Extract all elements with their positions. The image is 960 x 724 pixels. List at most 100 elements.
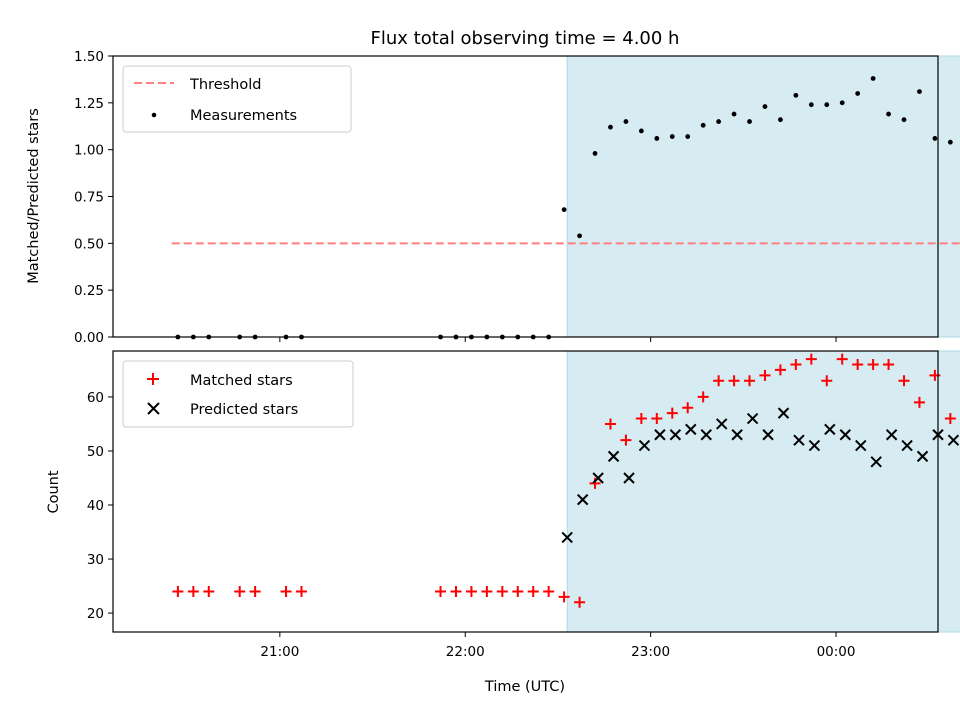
matched-star-point <box>805 353 817 365</box>
top-y-ticks: 0.00 0.25 0.50 0.75 1.00 1.25 1.50 <box>74 49 113 346</box>
predicted-star-point <box>700 429 712 441</box>
matched-star-point <box>898 375 910 387</box>
legend-predicted-stars: Predicted stars <box>190 402 298 418</box>
matched-star-point <box>821 375 833 387</box>
matched-star-point <box>450 585 462 597</box>
measurement-point <box>592 151 598 156</box>
top-x-ticks <box>279 337 837 342</box>
measurement-point <box>839 100 845 106</box>
matched-star-point <box>944 413 956 425</box>
matched-star-point <box>172 585 184 597</box>
top-legend: Threshold Measurements <box>122 65 352 133</box>
matched-star-point <box>852 359 864 371</box>
matched-star-point <box>635 413 647 425</box>
measurement-point <box>793 92 799 98</box>
measurement-point <box>638 128 644 134</box>
matched-star-point <box>682 402 694 414</box>
measurement-point <box>932 136 938 141</box>
top-legend-frame <box>122 65 352 133</box>
matched-star-point <box>187 585 199 597</box>
predicted-star-point <box>638 439 651 452</box>
measurement-point <box>561 207 567 213</box>
top-y-tick-label: 0.25 <box>74 283 104 299</box>
matched-star-point <box>883 359 895 371</box>
bottom-plot-frame <box>112 350 939 633</box>
top-y-tick-label: 1.00 <box>74 143 104 159</box>
top-y-tick-label: 0.75 <box>74 190 104 206</box>
predicted-star-point <box>731 429 743 441</box>
bottom-y-tick-label: 50 <box>87 444 104 460</box>
matched-star-point <box>666 407 678 419</box>
predicted-star-point <box>623 472 635 484</box>
matched-star-point <box>836 353 848 365</box>
matched-star-point <box>728 375 740 387</box>
legend-matched-stars: Matched stars <box>190 373 293 389</box>
predicted-star-point <box>885 429 898 441</box>
measurement-point <box>623 119 629 124</box>
predicted-star-point <box>777 407 790 419</box>
matched-star-point <box>481 585 493 597</box>
measurement-point <box>685 134 691 139</box>
chart-title: Flux total observing time = 4.00 h <box>371 28 680 49</box>
bottom-y-tick-label: 20 <box>87 606 104 622</box>
matched-star-point <box>697 391 709 403</box>
top-panel: 0.00 0.25 0.50 0.75 1.00 1.25 1.50 Matched/Pre… <box>26 49 960 346</box>
measurement-point <box>669 134 675 139</box>
x-tick-label: 22:00 <box>446 644 485 660</box>
top-observing-window <box>566 55 960 338</box>
matched-star-point <box>651 413 663 425</box>
measurement-point <box>824 102 830 108</box>
bottom-y-tick-label: 40 <box>87 498 104 514</box>
x-tick-label: 00:00 <box>817 644 856 660</box>
x-tick-label: 23:00 <box>631 644 670 660</box>
predicted-star-point <box>716 418 728 430</box>
bottom-y-tick-label: 60 <box>87 390 104 406</box>
matched-star-point <box>295 585 307 597</box>
matched-star-point <box>790 359 802 371</box>
top-y-tick-label: 1.25 <box>74 96 104 112</box>
measurement-point <box>762 104 768 109</box>
matched-star-point <box>543 585 555 597</box>
measurement-point <box>947 139 953 145</box>
measurements-legend-swatch <box>151 112 157 118</box>
matched-star-point <box>713 375 725 387</box>
x-tick-label: 21:00 <box>260 644 299 660</box>
bottom-y-axis-label: Count <box>46 470 62 513</box>
matched-star-point <box>604 418 616 430</box>
matched-star-point <box>527 585 539 597</box>
measurement-point <box>870 76 876 81</box>
matched-star-point <box>465 585 477 597</box>
predicted-star-point <box>808 439 821 452</box>
bottom-observing-window <box>566 350 960 633</box>
matched-star-point <box>744 375 756 387</box>
top-plot-frame <box>112 55 939 338</box>
predicted-star-point <box>669 429 682 441</box>
top-y-tick-label: 0.50 <box>74 236 104 252</box>
measurement-point <box>901 117 907 123</box>
matched-star-point <box>496 585 508 597</box>
measurement-point <box>808 102 814 108</box>
top-y-tick-label: 1.50 <box>74 49 104 65</box>
matched-star-point <box>512 585 524 597</box>
matched-star-point <box>203 585 215 597</box>
predicted-star-point <box>746 412 759 425</box>
predicted-star-point <box>762 429 774 441</box>
matched-star-point <box>558 591 570 603</box>
matched-star-point <box>620 434 632 446</box>
predicted-star-point <box>916 450 929 463</box>
measurement-point <box>778 117 783 123</box>
measurement-point <box>886 111 891 117</box>
predicted-star-point <box>576 493 589 506</box>
legend-measurements: Measurements <box>190 108 297 124</box>
measurement-point <box>654 136 660 141</box>
matched-star-point <box>867 359 879 371</box>
matched-star-point <box>774 364 786 376</box>
bottom-y-tick-label: 30 <box>87 552 104 568</box>
measurement-point <box>608 124 613 130</box>
measurement-point <box>700 122 706 128</box>
measurement-point <box>577 233 582 239</box>
matched-star-points <box>172 353 956 608</box>
measurement-point <box>747 119 752 124</box>
